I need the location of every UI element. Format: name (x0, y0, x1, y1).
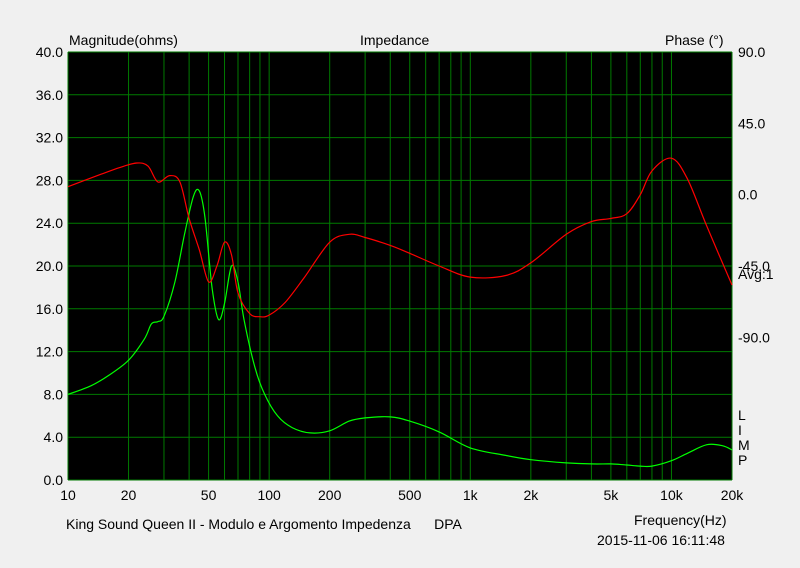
phase-curve (67, 157, 733, 318)
x-tick-label: 5k (603, 487, 619, 503)
y-tick-label: 16.0 (36, 301, 63, 317)
y-tick-label: 20.0 (36, 258, 63, 274)
x-tick-label: 20k (721, 487, 745, 503)
x-tick-label: 10 (60, 487, 76, 503)
x-tick-label: 200 (318, 487, 342, 503)
y-tick-label: 28.0 (36, 172, 63, 188)
magnitude-curve (67, 188, 733, 468)
y2-tick-label: -90.0 (738, 329, 770, 345)
x-tick-label: 20 (121, 487, 137, 503)
timestamp: 2015-11-06 16:11:48 (597, 532, 725, 548)
x-tick-label: 10k (660, 487, 684, 503)
grid-lines (67, 51, 733, 481)
x-tick-label: 100 (257, 487, 281, 503)
x-tick-label: 500 (398, 487, 422, 503)
x-tick-label: 2k (523, 487, 539, 503)
y-tick-label: 40.0 (36, 44, 63, 60)
y2-tick-label: -45.0 (738, 258, 770, 274)
footer-caption: King Sound Queen II - Modulo e Argomento… (66, 516, 462, 532)
right-axis-label: Phase (°) (665, 32, 724, 48)
limp-label-p: P (738, 452, 748, 468)
y2-tick-label: 0.0 (738, 187, 758, 203)
left-axis-label: Magnitude(ohms) (69, 32, 178, 48)
limp-label-l: L (738, 407, 746, 423)
curves (67, 157, 733, 468)
y-tick-label: 32.0 (36, 130, 63, 146)
tick-labels: 0.0 4.0 8.0 12.0 16.0 20.0 24.0 28.0 32.0 36.0 40.… (36, 44, 770, 503)
x-tick-label: 50 (201, 487, 217, 503)
x-axis-label: Frequency(Hz) (634, 512, 727, 528)
limp-label-i: I (738, 422, 742, 438)
y-tick-label: 12.0 (36, 344, 63, 360)
y2-tick-label: 90.0 (738, 44, 765, 60)
y-tick-label: 0.0 (44, 472, 64, 488)
chart-title: Impedance (360, 32, 430, 48)
y-tick-label: 8.0 (44, 386, 64, 402)
limp-label-m: M (738, 437, 750, 453)
y2-tick-label: 45.0 (738, 115, 765, 131)
y-tick-label: 4.0 (44, 429, 64, 445)
y-tick-label: 24.0 (36, 215, 63, 231)
avg-label: Avg:1 (738, 266, 774, 282)
y-tick-label: 36.0 (36, 87, 63, 103)
x-tick-label: 1k (463, 487, 479, 503)
